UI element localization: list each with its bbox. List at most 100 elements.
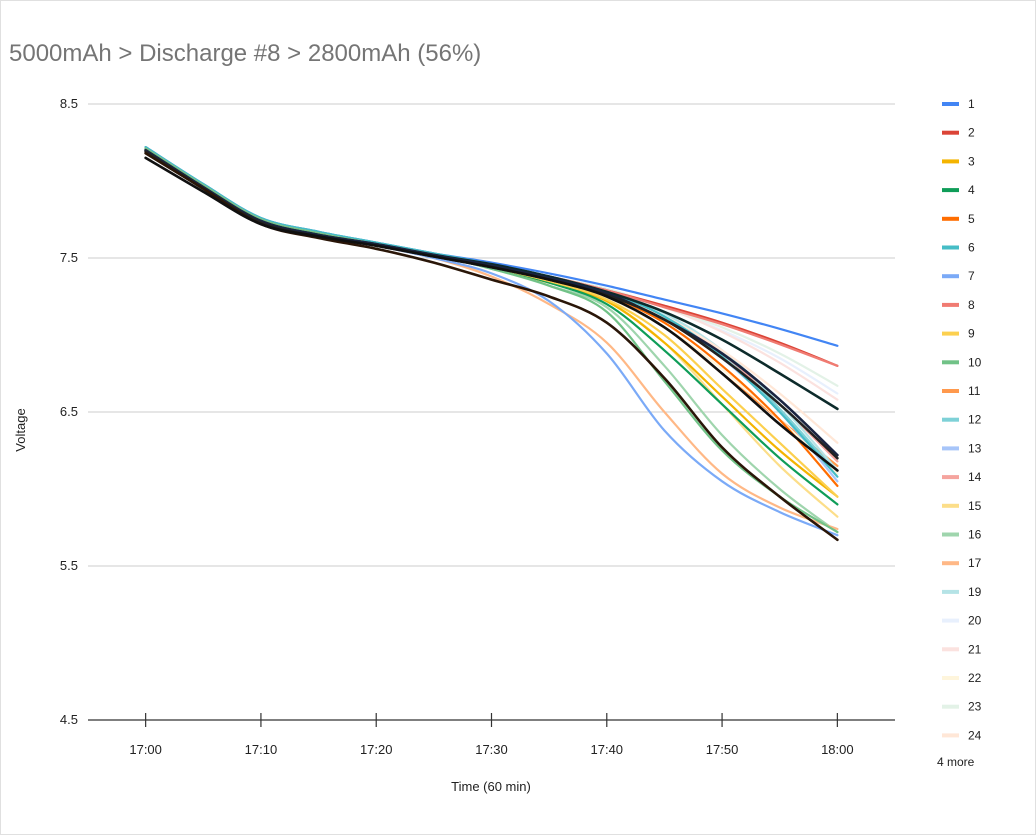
legend-item-16[interactable]: 16	[942, 528, 982, 542]
legend-label: 17	[968, 556, 982, 570]
legend-swatch	[942, 618, 959, 623]
legend-swatch	[942, 130, 959, 135]
legend-label: 11	[968, 384, 981, 398]
legend-swatch	[942, 704, 959, 709]
legend-item-3[interactable]: 3	[942, 154, 975, 168]
legend-swatch	[942, 389, 959, 393]
y-tick-label: 6.5	[60, 404, 78, 419]
legend-label: 5	[968, 212, 975, 226]
series-lines	[144, 146, 839, 542]
series-line-3	[144, 149, 839, 498]
legend-label: 8	[968, 298, 975, 312]
legend-item-9[interactable]: 9	[942, 327, 975, 341]
legend-swatch	[942, 733, 959, 738]
legend-swatch	[942, 216, 959, 221]
legend-label: 14	[968, 470, 982, 484]
x-tick-label: 17:50	[706, 742, 739, 757]
legend-item-12[interactable]: 12	[942, 413, 982, 427]
legend-swatch	[942, 475, 959, 480]
y-tick-label: 4.5	[60, 712, 78, 727]
x-tick-label: 17:30	[475, 742, 508, 757]
x-tick-label: 17:40	[591, 742, 624, 757]
legend-swatch	[942, 245, 959, 250]
legend-item-2[interactable]: 2	[942, 126, 975, 140]
legend-item-22[interactable]: 22	[942, 671, 982, 685]
y-tick-label: 8.5	[60, 96, 78, 111]
legend-label: 16	[968, 528, 982, 542]
legend-swatch	[942, 331, 959, 336]
legend-swatch	[942, 503, 959, 508]
legend-item-20[interactable]: 20	[942, 614, 982, 628]
series-line-17	[144, 147, 839, 531]
legend-label: 6	[968, 241, 975, 255]
y-tick-label: 7.5	[60, 250, 78, 265]
series-line-16	[144, 147, 839, 534]
legend-swatch	[942, 102, 959, 106]
series-line-1	[144, 146, 839, 347]
legend-swatch	[942, 159, 959, 164]
legend-swatch	[942, 676, 959, 680]
legend-item-11[interactable]: 11	[942, 384, 981, 398]
legend-label: 9	[968, 327, 975, 341]
x-tick-label: 17:10	[245, 742, 278, 757]
x-tick-label: 18:00	[821, 742, 854, 757]
legend-label: 23	[968, 700, 982, 714]
legend-item-13[interactable]: 13	[942, 441, 982, 455]
legend-item-21[interactable]: 21	[942, 642, 982, 656]
legend-label: 19	[968, 585, 982, 599]
legend-item-10[interactable]: 10	[942, 355, 982, 369]
legend-item-7[interactable]: 7	[942, 269, 975, 283]
legend-label: 13	[968, 441, 982, 455]
legend-item-15[interactable]: 15	[942, 499, 982, 513]
legend-label: 21	[968, 642, 982, 656]
legend-label: 4	[968, 183, 975, 197]
y-tick-labels: 8.5 7.5 6.5 5.5 4.5	[60, 96, 78, 727]
legend-label: 24	[968, 728, 982, 742]
series-line-12	[144, 146, 839, 475]
legend-label: 7	[968, 269, 975, 283]
legend-swatch	[942, 188, 959, 193]
legend-item-4[interactable]: 4	[942, 183, 975, 197]
series-line-7	[144, 147, 839, 537]
legend-swatch	[942, 274, 959, 279]
legend-label: 2	[968, 126, 975, 140]
series-line-extra-5	[144, 156, 839, 472]
series-line-9	[144, 147, 839, 498]
series-line-22	[144, 147, 839, 475]
legend-item-6[interactable]: 6	[942, 241, 975, 255]
legend-item-1[interactable]: 1	[942, 97, 975, 111]
y-tick-label: 5.5	[60, 558, 78, 573]
chart-title: 5000mAh > Discharge #8 > 2800mAh (56%)	[9, 40, 482, 67]
legend-item-17[interactable]: 17	[942, 556, 982, 570]
legend-swatch	[942, 561, 959, 566]
legend-label: 15	[968, 499, 982, 513]
legend-item-14[interactable]: 14	[942, 470, 982, 484]
series-line-10	[144, 147, 839, 534]
y-axis-label: Voltage	[13, 408, 28, 451]
series-line-20	[144, 147, 839, 395]
x-tick-label: 17:00	[129, 742, 162, 757]
x-axis: 17:00 17:10 17:20 17:30 17:40 17:50 18:00	[88, 713, 895, 757]
legend-label: 3	[968, 154, 975, 168]
legend-item-24[interactable]: 24	[942, 728, 982, 742]
legend-swatch	[942, 647, 959, 652]
legend-swatch	[942, 302, 959, 307]
x-axis-label: Time (60 min)	[451, 779, 531, 794]
legend-label: 20	[968, 614, 982, 628]
legend-swatch	[942, 360, 959, 365]
x-tick-label: 17:20	[360, 742, 393, 757]
legend-swatch	[942, 532, 959, 537]
legend-item-23[interactable]: 23	[942, 700, 982, 714]
legend-swatch	[942, 446, 959, 451]
legend-label: 22	[968, 671, 982, 685]
legend-swatch	[942, 589, 959, 594]
legend-more-link[interactable]: 4 more	[937, 755, 975, 769]
legend-item-8[interactable]: 8	[942, 298, 975, 312]
legend-item-5[interactable]: 5	[942, 212, 975, 226]
legend-item-19[interactable]: 19	[942, 585, 982, 599]
series-line-extra-2	[144, 148, 839, 457]
series-line-6	[144, 146, 839, 478]
